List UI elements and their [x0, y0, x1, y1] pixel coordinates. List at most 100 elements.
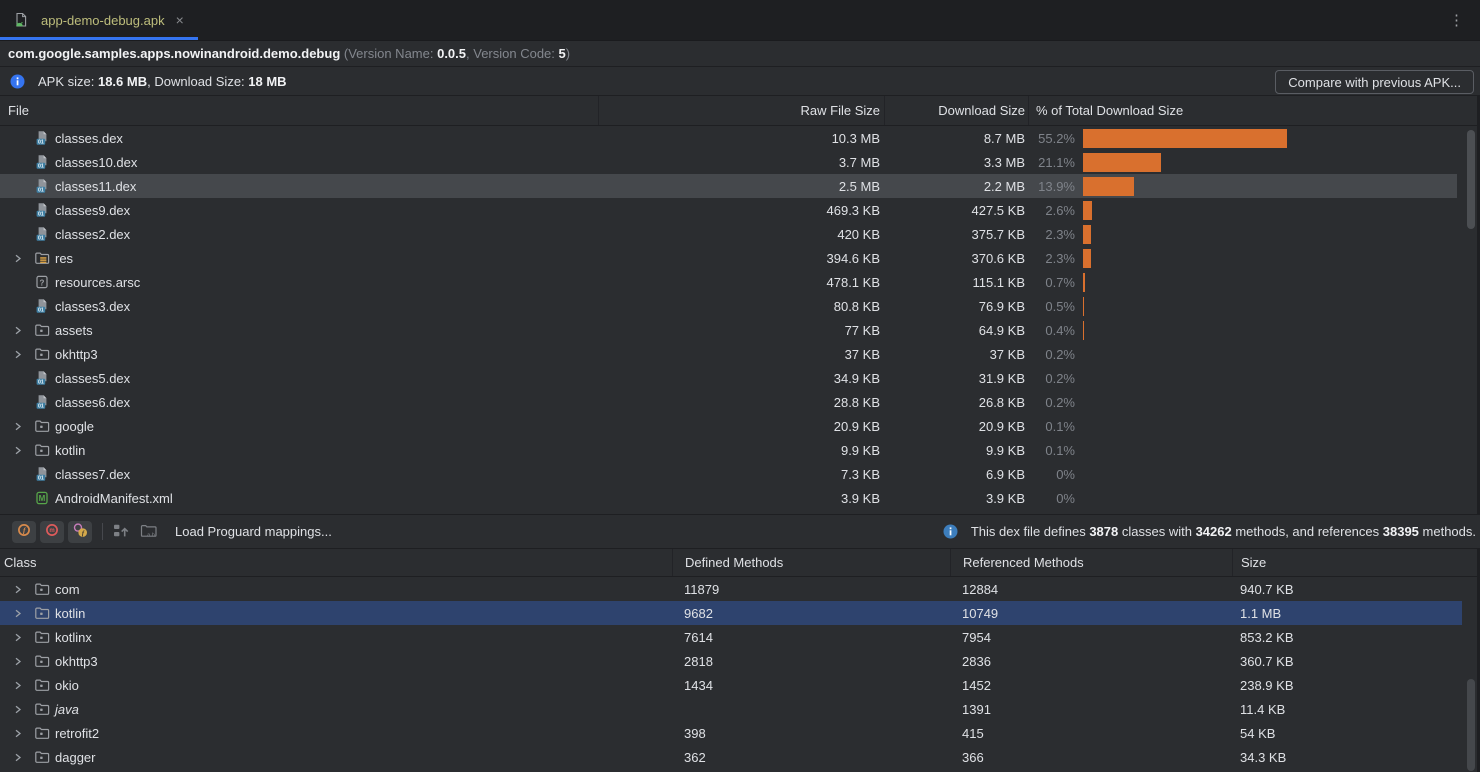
- size-value: 1.1 MB: [1232, 606, 1462, 621]
- file-name: classes11.dex: [55, 179, 136, 194]
- chevron-right-icon[interactable]: [12, 705, 34, 714]
- package-folder-icon: [34, 749, 50, 765]
- tab-options-menu-icon[interactable]: ⋮: [1449, 0, 1464, 40]
- column-header-class[interactable]: Class: [0, 549, 672, 576]
- raw-file-size-value: 77 KB: [598, 323, 884, 338]
- show-fields-button[interactable]: f: [12, 521, 36, 543]
- file-row-kotlin[interactable]: kotlin 9.9 KB 9.9 KB 0.1%: [0, 438, 1457, 462]
- show-methods-button[interactable]: m: [40, 521, 64, 543]
- chevron-right-icon[interactable]: [12, 585, 34, 594]
- chevron-right-icon[interactable]: [12, 254, 34, 263]
- info-icon: [943, 524, 958, 540]
- file-row-classes2.dex[interactable]: 01 classes2.dex 420 KB 375.7 KB 2.3%: [0, 222, 1457, 246]
- show-removed-nodes-button[interactable]: [111, 521, 131, 543]
- file-row-classes7.dex[interactable]: 01 classes7.dex 7.3 KB 6.9 KB 0%: [0, 462, 1457, 486]
- file-row-classes6.dex[interactable]: 01 classes6.dex 28.8 KB 26.8 KB 0.2%: [0, 390, 1457, 414]
- deobfuscate-names-button[interactable]: a.b: [139, 521, 159, 543]
- folder-icon: [34, 442, 50, 458]
- file-row-classes11.dex[interactable]: 01 classes11.dex 2.5 MB 2.2 MB 13.9%: [0, 174, 1457, 198]
- chevron-right-icon[interactable]: [12, 633, 34, 642]
- download-size-value: 8.7 MB: [884, 131, 1028, 146]
- chevron-right-icon[interactable]: [12, 422, 34, 431]
- folder-icon: [34, 418, 50, 434]
- file-name: classes5.dex: [55, 371, 130, 386]
- column-header-raw-file-size[interactable]: Raw File Size: [598, 96, 884, 125]
- file-row-google[interactable]: google 20.9 KB 20.9 KB 0.1%: [0, 414, 1457, 438]
- chevron-right-icon[interactable]: [12, 326, 34, 335]
- download-pct-bar: [1083, 273, 1085, 292]
- pct-of-total-value: 0%: [1028, 467, 1079, 482]
- dex-file-icon: 01: [34, 394, 50, 410]
- load-proguard-mappings-link[interactable]: Load Proguard mappings...: [175, 524, 332, 539]
- pct-bar-cell: [1079, 462, 1457, 486]
- package-name: kotlin: [55, 606, 85, 621]
- class-row-retrofit2[interactable]: retrofit2 398 415 54 KB: [0, 721, 1462, 745]
- download-size-value: 9.9 KB: [884, 443, 1028, 458]
- file-row-classes3.dex[interactable]: 01 classes3.dex 80.8 KB 76.9 KB 0.5%: [0, 294, 1457, 318]
- file-name: classes3.dex: [55, 299, 130, 314]
- removed-nodes-icon: [113, 523, 130, 541]
- download-size-value: 76.9 KB: [884, 299, 1028, 314]
- pct-bar-cell: [1079, 246, 1457, 270]
- close-tab-icon[interactable]: ×: [176, 13, 184, 27]
- dex-file-icon: 01: [34, 154, 50, 170]
- class-row-okhttp3[interactable]: okhttp3 2818 2836 360.7 KB: [0, 649, 1462, 673]
- class-row-java[interactable]: java 1391 11.4 KB: [0, 697, 1462, 721]
- package-folder-icon: [34, 581, 50, 597]
- package-folder-icon: [34, 653, 50, 669]
- file-row-classes10.dex[interactable]: 01 classes10.dex 3.7 MB 3.3 MB 21.1%: [0, 150, 1457, 174]
- file-row-classes9.dex[interactable]: 01 classes9.dex 469.3 KB 427.5 KB 2.6%: [0, 198, 1457, 222]
- package-folder-icon: [34, 629, 50, 645]
- download-size-value: 37 KB: [884, 347, 1028, 362]
- chevron-right-icon[interactable]: [12, 446, 34, 455]
- deobfuscate-icon: a.b: [140, 523, 158, 541]
- pct-of-total-value: 0.1%: [1028, 443, 1079, 458]
- class-row-com[interactable]: com 11879 12884 940.7 KB: [0, 577, 1462, 601]
- column-header-referenced-methods[interactable]: Referenced Methods: [950, 549, 1232, 576]
- svg-text:01: 01: [38, 188, 44, 194]
- compare-with-previous-apk-button[interactable]: Compare with previous APK...: [1275, 70, 1474, 94]
- file-row-okhttp3[interactable]: okhttp3 37 KB 37 KB 0.2%: [0, 342, 1457, 366]
- svg-text:01: 01: [38, 380, 44, 386]
- classes-scrollbar-thumb[interactable]: [1467, 679, 1475, 771]
- column-header-size[interactable]: Size: [1232, 549, 1480, 576]
- column-header-download-size[interactable]: Download Size: [884, 96, 1028, 125]
- referenced-methods-value: 1452: [950, 678, 1232, 693]
- raw-file-size-value: 80.8 KB: [598, 299, 884, 314]
- column-header-file[interactable]: File: [0, 96, 598, 125]
- package-name: retrofit2: [55, 726, 99, 741]
- class-row-dagger[interactable]: dagger 362 366 34.3 KB: [0, 745, 1462, 769]
- chevron-right-icon[interactable]: [12, 753, 34, 762]
- file-row-AndroidManifest.xml[interactable]: M AndroidManifest.xml 3.9 KB 3.9 KB 0%: [0, 486, 1457, 510]
- chevron-right-icon[interactable]: [12, 729, 34, 738]
- chevron-right-icon[interactable]: [12, 609, 34, 618]
- chevron-right-icon[interactable]: [12, 657, 34, 666]
- column-header-pct-of-total[interactable]: % of Total Download Size: [1028, 96, 1480, 125]
- chevron-right-icon[interactable]: [12, 350, 34, 359]
- download-pct-bar: [1083, 321, 1084, 340]
- file-name: resources.arsc: [55, 275, 140, 290]
- show-referenced-button[interactable]: f: [68, 521, 92, 543]
- file-row-classes5.dex[interactable]: 01 classes5.dex 34.9 KB 31.9 KB 0.2%: [0, 366, 1457, 390]
- package-name: java: [55, 702, 79, 717]
- class-row-kotlinx[interactable]: kotlinx 7614 7954 853.2 KB: [0, 625, 1462, 649]
- files-scrollbar-thumb[interactable]: [1467, 130, 1475, 229]
- file-row-res[interactable]: res 394.6 KB 370.6 KB 2.3%: [0, 246, 1457, 270]
- file-row-classes.dex[interactable]: 01 classes.dex 10.3 MB 8.7 MB 55.2%: [0, 126, 1457, 150]
- chevron-right-icon[interactable]: [12, 681, 34, 690]
- classes-table-body: com 11879 12884 940.7 KB kotlin 9682 107…: [0, 577, 1462, 769]
- file-name: classes.dex: [55, 131, 123, 146]
- file-row-resources.arsc[interactable]: ? resources.arsc 478.1 KB 115.1 KB 0.7%: [0, 270, 1457, 294]
- file-name: classes9.dex: [55, 203, 130, 218]
- pct-of-total-value: 0.2%: [1028, 371, 1079, 386]
- column-header-defined-methods[interactable]: Defined Methods: [672, 549, 950, 576]
- tab-app-demo-debug-apk[interactable]: app-demo-debug.apk ×: [0, 0, 198, 40]
- class-row-kotlin[interactable]: kotlin 9682 10749 1.1 MB: [0, 601, 1462, 625]
- pct-of-total-value: 2.3%: [1028, 227, 1079, 242]
- pct-bar-cell: [1079, 270, 1457, 294]
- pct-bar-cell: [1079, 222, 1457, 246]
- pct-bar-cell: [1079, 174, 1457, 198]
- package-name: com: [55, 582, 80, 597]
- file-row-assets[interactable]: assets 77 KB 64.9 KB 0.4%: [0, 318, 1457, 342]
- class-row-okio[interactable]: okio 1434 1452 238.9 KB: [0, 673, 1462, 697]
